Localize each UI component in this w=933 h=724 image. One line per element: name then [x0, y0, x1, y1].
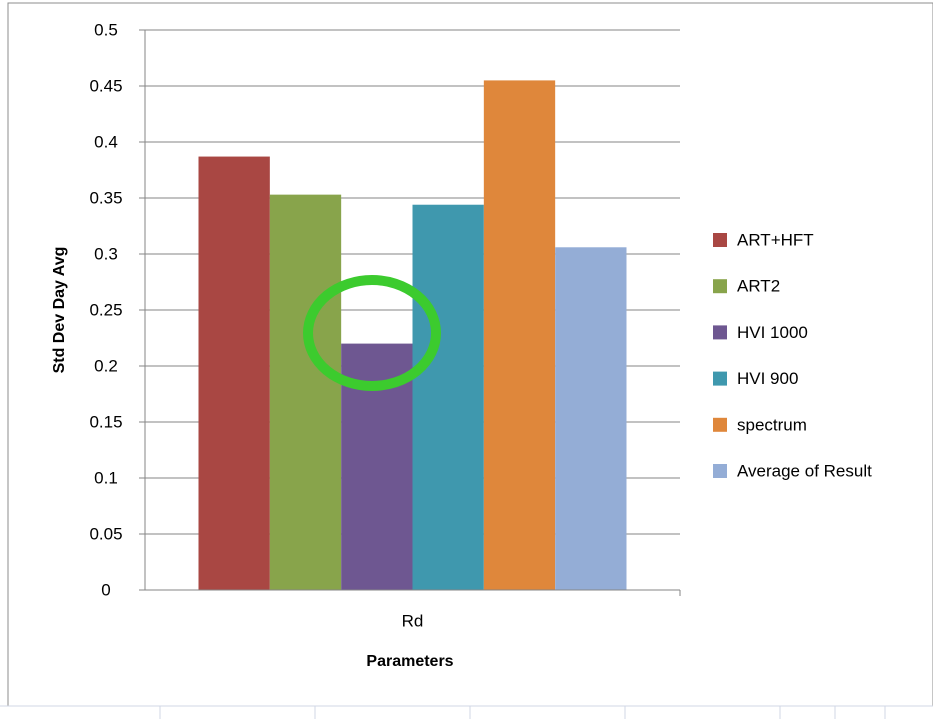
y-tick-label: 0.5: [94, 20, 118, 39]
y-tick-label: 0.45: [89, 76, 122, 95]
y-tick-label: 0.15: [89, 412, 122, 431]
y-tick-label: 0.3: [94, 244, 118, 263]
legend-swatch: [713, 371, 727, 386]
legend-label: Average of Result: [737, 461, 872, 480]
y-tick-label: 0.05: [89, 524, 122, 543]
bar: [269, 194, 342, 590]
bar: [198, 156, 270, 590]
sheet-grid: [0, 705, 933, 719]
x-tick-label: Rd: [402, 611, 424, 630]
x-axis-title: Parameters: [366, 653, 453, 670]
legend-label: HVI 900: [737, 369, 798, 388]
legend-label: ART+HFT: [737, 230, 814, 249]
legend-swatch: [713, 417, 727, 432]
bar: [483, 80, 556, 591]
bar: [555, 247, 627, 590]
y-tick-label: 0.4: [94, 132, 118, 151]
y-tick-label: 0: [101, 580, 110, 599]
highlight-circle: [303, 275, 441, 391]
legend-swatch: [713, 325, 727, 340]
legend-swatch: [713, 233, 727, 247]
legend: ART+HFT ART2 HVI 1000 HVI 900 spectrum Averag…: [713, 230, 872, 480]
legend-swatch: [713, 464, 727, 478]
axes: 0 0.05 0.1 0.15 0.2 0.25 0.3 0.35 0.4 0.45 0.5 Rd: [89, 20, 681, 630]
legend-label: ART2: [737, 277, 780, 296]
legend-label: HVI 1000: [737, 323, 808, 342]
bar: [412, 204, 484, 590]
y-tick-label: 0.2: [94, 356, 118, 375]
y-tick-label: 0.35: [89, 188, 122, 207]
y-axis-title: Std Dev Day Avg: [51, 247, 68, 374]
y-tick-label: 0.1: [94, 468, 118, 487]
legend-swatch: [713, 279, 727, 294]
legend-label: spectrum: [737, 415, 807, 434]
y-tick-label: 0.25: [89, 300, 122, 319]
